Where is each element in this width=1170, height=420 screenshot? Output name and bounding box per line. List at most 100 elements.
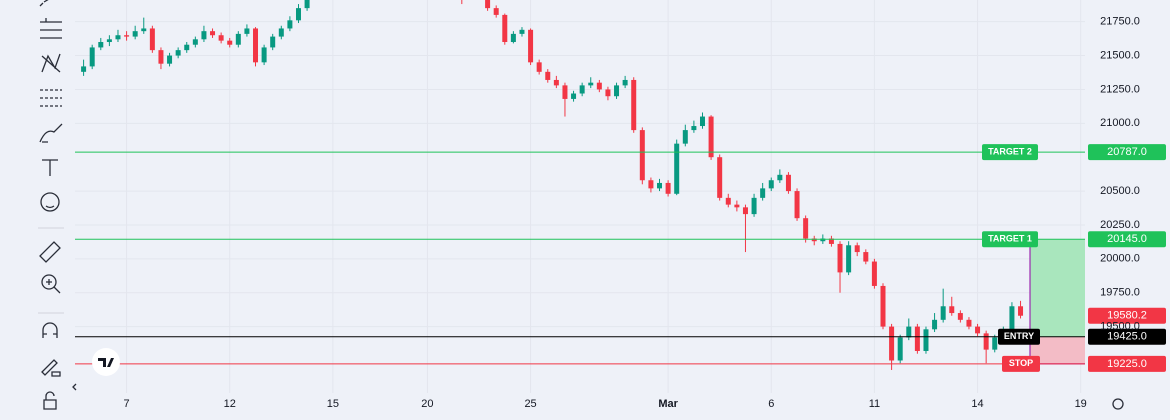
tool-icon[interactable]	[46, 279, 61, 294]
candle-body	[536, 62, 542, 72]
candle-body	[528, 29, 534, 63]
price-tag-label: 19225.0	[1107, 358, 1147, 370]
candle-body	[614, 85, 620, 97]
x-tick-label: 20	[421, 398, 433, 410]
candle-body	[794, 191, 800, 219]
axis: 19500.0 19750.0 20000.0 20250.0 20500.0 21000…	[124, 16, 1140, 410]
last-price-label: 19580.2	[1107, 310, 1147, 322]
candle-body	[562, 85, 568, 99]
candle-body	[596, 82, 602, 90]
level-tag	[982, 144, 1038, 161]
candle-body	[699, 116, 705, 127]
candle-body	[837, 243, 843, 273]
tool-icon[interactable]	[39, 123, 63, 143]
tool-icon[interactable]	[41, 274, 57, 290]
candle-body	[682, 130, 688, 144]
candle-body	[149, 28, 155, 51]
candle-body	[889, 326, 895, 361]
price-tag-label: 19425.0	[1107, 331, 1147, 343]
y-tick-label: 21250.0	[1100, 83, 1140, 95]
candle-body	[485, 0, 491, 9]
candle-body	[605, 89, 611, 97]
candle-body	[244, 28, 250, 34]
logo-mark	[98, 358, 114, 367]
tool-icon[interactable]	[40, 89, 62, 107]
candle-body	[124, 35, 130, 37]
price-tag-label: 20787.0	[1107, 146, 1147, 158]
y-tick-label: 20250.0	[1100, 219, 1140, 231]
candle-body	[502, 14, 508, 43]
candle-body	[863, 252, 869, 262]
price-tag	[1088, 328, 1166, 345]
candle-body	[760, 188, 766, 198]
candle-body	[665, 182, 671, 194]
candle-body	[210, 31, 216, 36]
candle-body	[768, 180, 774, 189]
logo	[92, 348, 120, 376]
candle-body	[725, 197, 731, 205]
tool-icon[interactable]	[43, 391, 57, 410]
tool-icon[interactable]	[40, 192, 60, 212]
candle-body	[871, 261, 877, 286]
candle-body	[622, 79, 628, 86]
candle-body	[158, 50, 164, 64]
candle-body	[201, 31, 207, 40]
candle-body	[785, 174, 791, 192]
tool-icon[interactable]	[45, 205, 55, 209]
levels: TARGET 2 20787.0 TARGET 1 20145.0 ENTRY 19425…	[75, 144, 1166, 372]
x-tick-label: 7	[124, 398, 130, 410]
y-tick-label: 19500.0	[1100, 321, 1140, 333]
grid	[75, 0, 1085, 393]
profit-zone	[1030, 239, 1085, 337]
candle-body	[519, 29, 525, 34]
candle-body	[218, 35, 224, 41]
x-tick-label: 25	[524, 398, 536, 410]
tool-icon[interactable]	[42, 159, 58, 176]
candle-body	[141, 28, 147, 32]
candle-body	[261, 47, 267, 63]
candle-body	[631, 79, 637, 131]
candle-body	[803, 218, 809, 239]
candle-body	[81, 66, 87, 72]
candle-body	[493, 8, 499, 15]
price-tag	[1088, 231, 1166, 248]
tool-icon[interactable]	[40, 18, 62, 39]
candle-body	[708, 116, 714, 158]
level-tag	[982, 231, 1038, 248]
scroll-arrow[interactable]	[72, 383, 77, 391]
price-tag	[1088, 144, 1166, 161]
candle-body	[89, 47, 95, 67]
candle-body	[253, 28, 259, 63]
level-tag	[1002, 355, 1040, 372]
candle-body	[734, 204, 740, 208]
candle-body	[957, 313, 963, 320]
candle-body	[648, 180, 654, 189]
tool-icon[interactable]	[39, 241, 61, 263]
x-tick-label: 12	[224, 398, 236, 410]
candle-body	[880, 285, 886, 327]
candle-body	[579, 85, 585, 94]
candle-body	[295, 8, 301, 21]
settings-icon[interactable]	[1112, 398, 1124, 410]
x-tick-label: 14	[971, 398, 983, 410]
candle-body	[287, 20, 293, 29]
candle-body	[553, 79, 559, 86]
x-tick-label: 15	[327, 398, 339, 410]
candle-body	[588, 82, 594, 86]
candle-body	[897, 337, 903, 361]
candle-body	[820, 238, 826, 242]
tool-icon[interactable]	[39, 0, 54, 7]
candle-body	[751, 197, 757, 215]
candle-body	[167, 55, 173, 64]
candle-body	[175, 50, 181, 56]
candle-body	[949, 306, 955, 314]
candle-body	[914, 326, 920, 351]
tool-icon[interactable]	[42, 322, 58, 338]
candle-body	[811, 238, 817, 242]
tool-icon[interactable]	[41, 53, 61, 73]
tool-icon[interactable]	[41, 359, 61, 377]
candle-body	[235, 33, 241, 45]
candle-body	[932, 319, 938, 330]
candle-body	[846, 245, 852, 273]
